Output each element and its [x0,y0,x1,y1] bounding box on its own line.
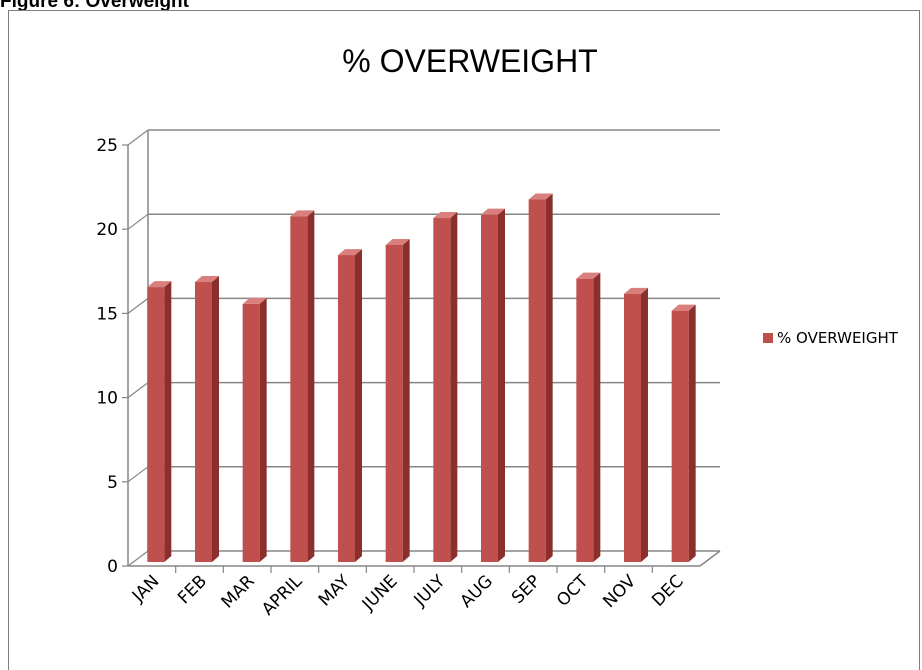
bar-front [385,244,403,562]
bar-front [290,216,308,563]
bar-may [338,249,362,563]
bar-front [195,282,212,562]
x-tick-label: MAY [315,571,355,611]
x-tick-label: OCT [553,571,593,611]
bar-side [307,210,315,563]
y-tick-label: 5 [107,473,118,493]
bar-front [433,218,451,562]
bar-side [259,297,267,562]
x-tick-labels: JAN FEB MAR APRIL MAY JUNE JULY AUG SEP OCT NOV DEC [128,571,688,620]
x-tick-label: APRIL [258,571,307,620]
y-tick-label: 0 [107,557,118,577]
bar-side [498,208,505,562]
bar-side [688,304,696,562]
bar-top [290,210,315,217]
bar-feb [195,276,219,562]
bar-top [338,249,362,256]
x-tick-label: FEB [174,571,211,608]
side-wall-line [127,129,149,146]
bar-top [147,281,172,288]
bar-front [671,310,689,562]
bar-top [433,212,458,219]
bars [147,193,696,563]
x-tick-label: MAR [218,571,259,612]
bar-side [212,276,219,562]
side-wall-line [127,297,149,314]
bar-top [624,287,648,294]
legend-label: % OVERWEIGHT [777,329,899,347]
side-wall-line [127,213,149,230]
bar-side [450,212,458,562]
y-tick-label: 10 [96,389,118,409]
bar-top [481,208,505,215]
bar-april [290,210,315,563]
bar-july [433,212,458,562]
bar-dec [671,304,696,562]
legend: % OVERWEIGHT [763,329,899,347]
x-tick-label: JULY [410,571,450,611]
bar-jan [147,281,172,562]
bar-front [147,287,165,562]
bar-front [481,214,498,562]
legend-swatch [763,333,773,343]
bar-front [528,199,546,562]
chart-title: % OVERWEIGHT [342,43,597,79]
x-tick-label: SEP [508,571,545,608]
side-wall-line [127,550,149,567]
bar-side [593,272,601,562]
bar-mar [242,297,267,562]
bar-front [576,278,594,562]
figure-caption: Figure 6: Overweight [0,0,189,12]
bar-side [545,193,553,562]
bar-side [641,287,648,562]
bar-side [402,238,410,562]
bar-sep [528,193,553,562]
x-tick-label: AUG [457,571,497,611]
side-wall-line [127,466,149,483]
x-tick-label: JUNE [358,571,402,615]
side-wall-line [127,382,149,399]
x-tick-label: DEC [648,571,687,610]
bar-top [195,276,219,283]
y-tick-label: 25 [96,136,118,156]
bar-top [385,238,410,245]
bar-side [164,281,172,562]
bar-front [624,293,641,562]
floor-right-edge [699,550,721,567]
bar-nov [624,287,648,562]
bar-june [385,238,410,562]
bar-top [528,193,553,200]
bar-side [355,249,362,563]
bar-top [671,304,696,311]
bar-front [242,303,260,562]
bar-front [338,255,355,563]
bar-top [576,272,601,279]
bar-aug [481,208,505,562]
y-tick-labels: 0 5 10 15 20 25 [96,136,118,577]
y-tick-label: 20 [96,220,118,240]
bar-top [242,297,267,304]
x-tick-label: JAN [128,571,163,606]
bar-oct [576,272,601,562]
x-tick-label: NOV [599,571,640,612]
y-tick-label: 15 [96,304,118,324]
